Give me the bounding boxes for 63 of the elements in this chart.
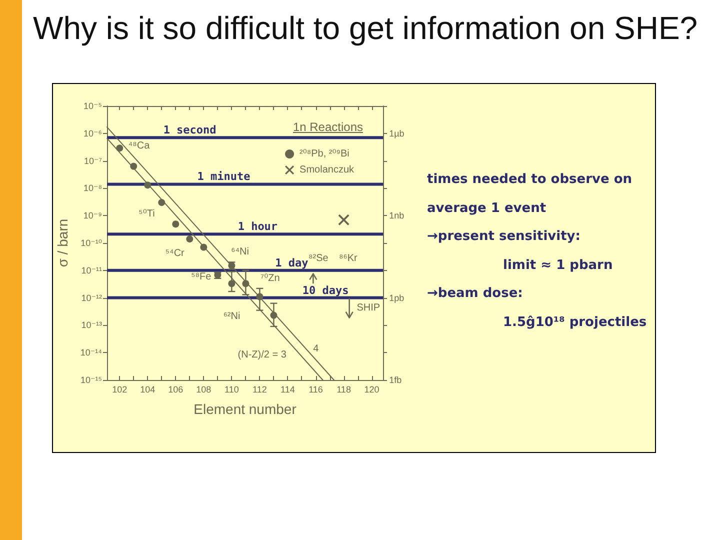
ref-line-label: 1 hour [238, 220, 278, 234]
point [242, 280, 250, 288]
y-tick-label: 10⁻⁷ [84, 156, 102, 166]
point [130, 162, 138, 170]
annotation: ⁸²Se [308, 252, 329, 264]
text: →beam dose: 1.5ĝ10¹⁸ projectiles [427, 285, 648, 332]
point [144, 182, 152, 189]
text: →present sensitivity: limit ≈ 1 pbarn [427, 228, 614, 275]
y-tick-label: 10⁻⁶ [84, 128, 102, 138]
annotation: 4 [313, 344, 320, 355]
x-tick-label: 108 [196, 384, 212, 394]
annotation: ⁷⁰Zn [260, 273, 280, 284]
annotation: ⁵⁴Cr [165, 248, 186, 259]
x-tick-label: 118 [336, 384, 351, 394]
legend-label: Smolanczuk [300, 164, 355, 176]
point [338, 214, 350, 226]
text: 1µb [389, 128, 404, 138]
annotation: SHIP [356, 302, 380, 314]
y-tick-label: 10⁻¹⁰ [80, 238, 102, 248]
point [228, 280, 236, 288]
annotation: ⁵⁰Ti [138, 208, 155, 220]
y-axis-title: σ / barn [54, 218, 70, 268]
point [172, 220, 180, 228]
y-tick-label: 10⁻⁵ [84, 101, 102, 111]
x-tick-label: 102 [112, 384, 128, 394]
text: times needed to observe on average 1 event [427, 171, 634, 218]
x-tick-label: 120 [364, 384, 380, 394]
annotation: ⁸⁶Kr [339, 252, 358, 264]
y-tick-label: 10⁻¹⁵ [80, 375, 102, 385]
x-tick-label: 112 [252, 384, 267, 394]
y-tick-label: 10⁻¹⁴ [80, 348, 102, 358]
x-axis-title: Element number [194, 401, 297, 417]
annotation: ⁶⁴Ni [231, 246, 249, 258]
text: 1pb [389, 292, 404, 303]
point [186, 236, 194, 242]
point [200, 244, 208, 251]
point [270, 312, 278, 319]
text: 1fb [389, 375, 402, 385]
annotation: ⁴⁸Ca [128, 140, 150, 152]
ref-line-label: 1 minute [197, 170, 251, 184]
x-tick-label: 106 [168, 384, 184, 394]
ref-line-label: 1 day [275, 256, 309, 270]
y-tick-label: 10⁻⁸ [83, 183, 102, 194]
point [116, 144, 124, 152]
x-tick-label: 116 [308, 384, 323, 394]
chart-title: Why is it so difficult to get information on SHE? [33, 9, 698, 47]
annotation: ⁵⁸Fe [191, 271, 212, 282]
legend-label: ²⁰⁸Pb, ²⁰⁹Bi [300, 148, 350, 160]
annotation: ⁶²Ni [223, 311, 240, 322]
y-tick-label: 10⁻¹² [81, 292, 102, 303]
y-tick-label: 10⁻¹¹ [81, 265, 102, 276]
x-tick-label: 114 [280, 384, 295, 394]
x-tick-label: 104 [140, 384, 156, 394]
annotation: (N-Z)/2 = 3 [238, 350, 287, 361]
y-tick-label: 10⁻¹³ [81, 320, 102, 330]
point [256, 293, 264, 300]
ref-line-label: 10 days [302, 284, 349, 297]
y-tick-label: 10⁻⁹ [83, 210, 102, 221]
point [158, 199, 166, 206]
legend-title: 1n Reactions [292, 120, 363, 134]
ref-line-label: 1 second [163, 124, 216, 137]
text: 1nb [389, 210, 404, 221]
x-tick-label: 110 [224, 384, 239, 394]
